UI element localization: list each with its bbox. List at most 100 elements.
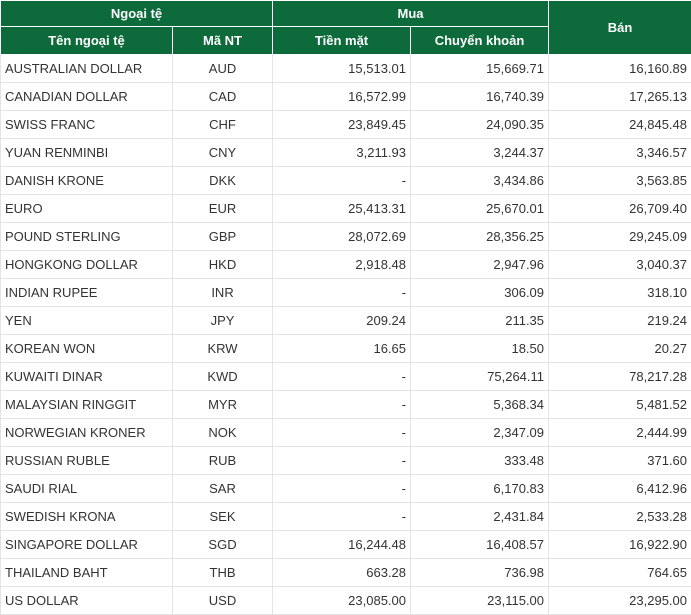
- table-cell: SAR: [173, 475, 273, 503]
- table-cell: SGD: [173, 531, 273, 559]
- table-cell: POUND STERLING: [1, 223, 173, 251]
- header-cell: Tên ngoại tệ: [1, 27, 173, 55]
- table-cell: -: [273, 419, 411, 447]
- table-cell: 28,072.69: [273, 223, 411, 251]
- header-cell: Tiền mặt: [273, 27, 411, 55]
- table-cell: NORWEGIAN KRONER: [1, 419, 173, 447]
- table-cell: KUWAITI DINAR: [1, 363, 173, 391]
- table-cell: GBP: [173, 223, 273, 251]
- table-cell: RUSSIAN RUBLE: [1, 447, 173, 475]
- table-cell: CAD: [173, 83, 273, 111]
- table-cell: 25,413.31: [273, 195, 411, 223]
- table-cell: THAILAND BAHT: [1, 559, 173, 587]
- table-cell: 24,090.35: [411, 111, 549, 139]
- table-cell: DKK: [173, 167, 273, 195]
- table-cell: 333.48: [411, 447, 549, 475]
- header-cell: Chuyển khoản: [411, 27, 549, 55]
- table-cell: 16,408.57: [411, 531, 549, 559]
- table-cell: 18.50: [411, 335, 549, 363]
- header-cell: Ngoại tệ: [1, 1, 273, 27]
- table-cell: -: [273, 503, 411, 531]
- header-cell: Mã NT: [173, 27, 273, 55]
- table-cell: 3,211.93: [273, 139, 411, 167]
- table-cell: INR: [173, 279, 273, 307]
- table-cell: MALAYSIAN RINGGIT: [1, 391, 173, 419]
- table-cell: 78,217.28: [549, 363, 691, 391]
- table-cell: SAUDI RIAL: [1, 475, 173, 503]
- table-cell: 2,947.96: [411, 251, 549, 279]
- table-cell: SEK: [173, 503, 273, 531]
- table-cell: USD: [173, 587, 273, 615]
- table-cell: -: [273, 279, 411, 307]
- header-cell: Bán: [549, 1, 691, 55]
- table-cell: HONGKONG DOLLAR: [1, 251, 173, 279]
- table-cell: 29,245.09: [549, 223, 691, 251]
- table-cell: EUR: [173, 195, 273, 223]
- table-cell: 764.65: [549, 559, 691, 587]
- table-cell: CHF: [173, 111, 273, 139]
- table-cell: 23,115.00: [411, 587, 549, 615]
- table-cell: -: [273, 391, 411, 419]
- table-cell: JPY: [173, 307, 273, 335]
- table-cell: 16,244.48: [273, 531, 411, 559]
- table-cell: KRW: [173, 335, 273, 363]
- table-cell: 17,265.13: [549, 83, 691, 111]
- table-cell: 211.35: [411, 307, 549, 335]
- table-cell: 318.10: [549, 279, 691, 307]
- table-cell: 16,922.90: [549, 531, 691, 559]
- table-cell: CANADIAN DOLLAR: [1, 83, 173, 111]
- table-cell: MYR: [173, 391, 273, 419]
- table-cell: AUD: [173, 55, 273, 83]
- table-cell: SINGAPORE DOLLAR: [1, 531, 173, 559]
- table-cell: US DOLLAR: [1, 587, 173, 615]
- table-cell: 23,085.00: [273, 587, 411, 615]
- table-cell: 15,513.01: [273, 55, 411, 83]
- table-cell: 219.24: [549, 307, 691, 335]
- table-cell: 16,160.89: [549, 55, 691, 83]
- table-cell: 3,434.86: [411, 167, 549, 195]
- table-cell: 3,244.37: [411, 139, 549, 167]
- table-cell: 3,346.57: [549, 139, 691, 167]
- table-cell: HKD: [173, 251, 273, 279]
- table-cell: 209.24: [273, 307, 411, 335]
- table-cell: YEN: [1, 307, 173, 335]
- table-cell: AUSTRALIAN DOLLAR: [1, 55, 173, 83]
- table-cell: INDIAN RUPEE: [1, 279, 173, 307]
- table-cell: -: [273, 447, 411, 475]
- table-cell: EURO: [1, 195, 173, 223]
- table-cell: 2,347.09: [411, 419, 549, 447]
- table-cell: 16.65: [273, 335, 411, 363]
- table-cell: 2,444.99: [549, 419, 691, 447]
- table-cell: 371.60: [549, 447, 691, 475]
- table-cell: 25,670.01: [411, 195, 549, 223]
- table-cell: -: [273, 475, 411, 503]
- table-cell: 663.28: [273, 559, 411, 587]
- header-row: Ngoại tệ Mua Bán: [1, 1, 691, 27]
- table-cell: 306.09: [411, 279, 549, 307]
- table-cell: 6,170.83: [411, 475, 549, 503]
- table-cell: YUAN RENMINBI: [1, 139, 173, 167]
- table-cell: 5,481.52: [549, 391, 691, 419]
- table-cell: 2,431.84: [411, 503, 549, 531]
- table-cell: KWD: [173, 363, 273, 391]
- table-cell: 15,669.71: [411, 55, 549, 83]
- table-cell: 23,295.00: [549, 587, 691, 615]
